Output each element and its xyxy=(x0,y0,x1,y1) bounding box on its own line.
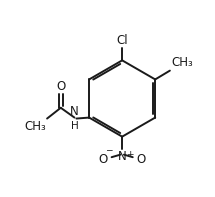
Text: CH₃: CH₃ xyxy=(171,56,193,69)
Text: −: − xyxy=(104,146,112,155)
Text: O: O xyxy=(98,153,108,166)
Text: O: O xyxy=(137,153,146,166)
Text: O: O xyxy=(56,80,65,93)
Text: CH₃: CH₃ xyxy=(24,120,46,133)
Text: H: H xyxy=(71,121,78,131)
Text: Cl: Cl xyxy=(116,34,128,47)
Text: N: N xyxy=(70,105,79,118)
Text: +: + xyxy=(126,150,133,159)
Text: N: N xyxy=(118,150,127,163)
